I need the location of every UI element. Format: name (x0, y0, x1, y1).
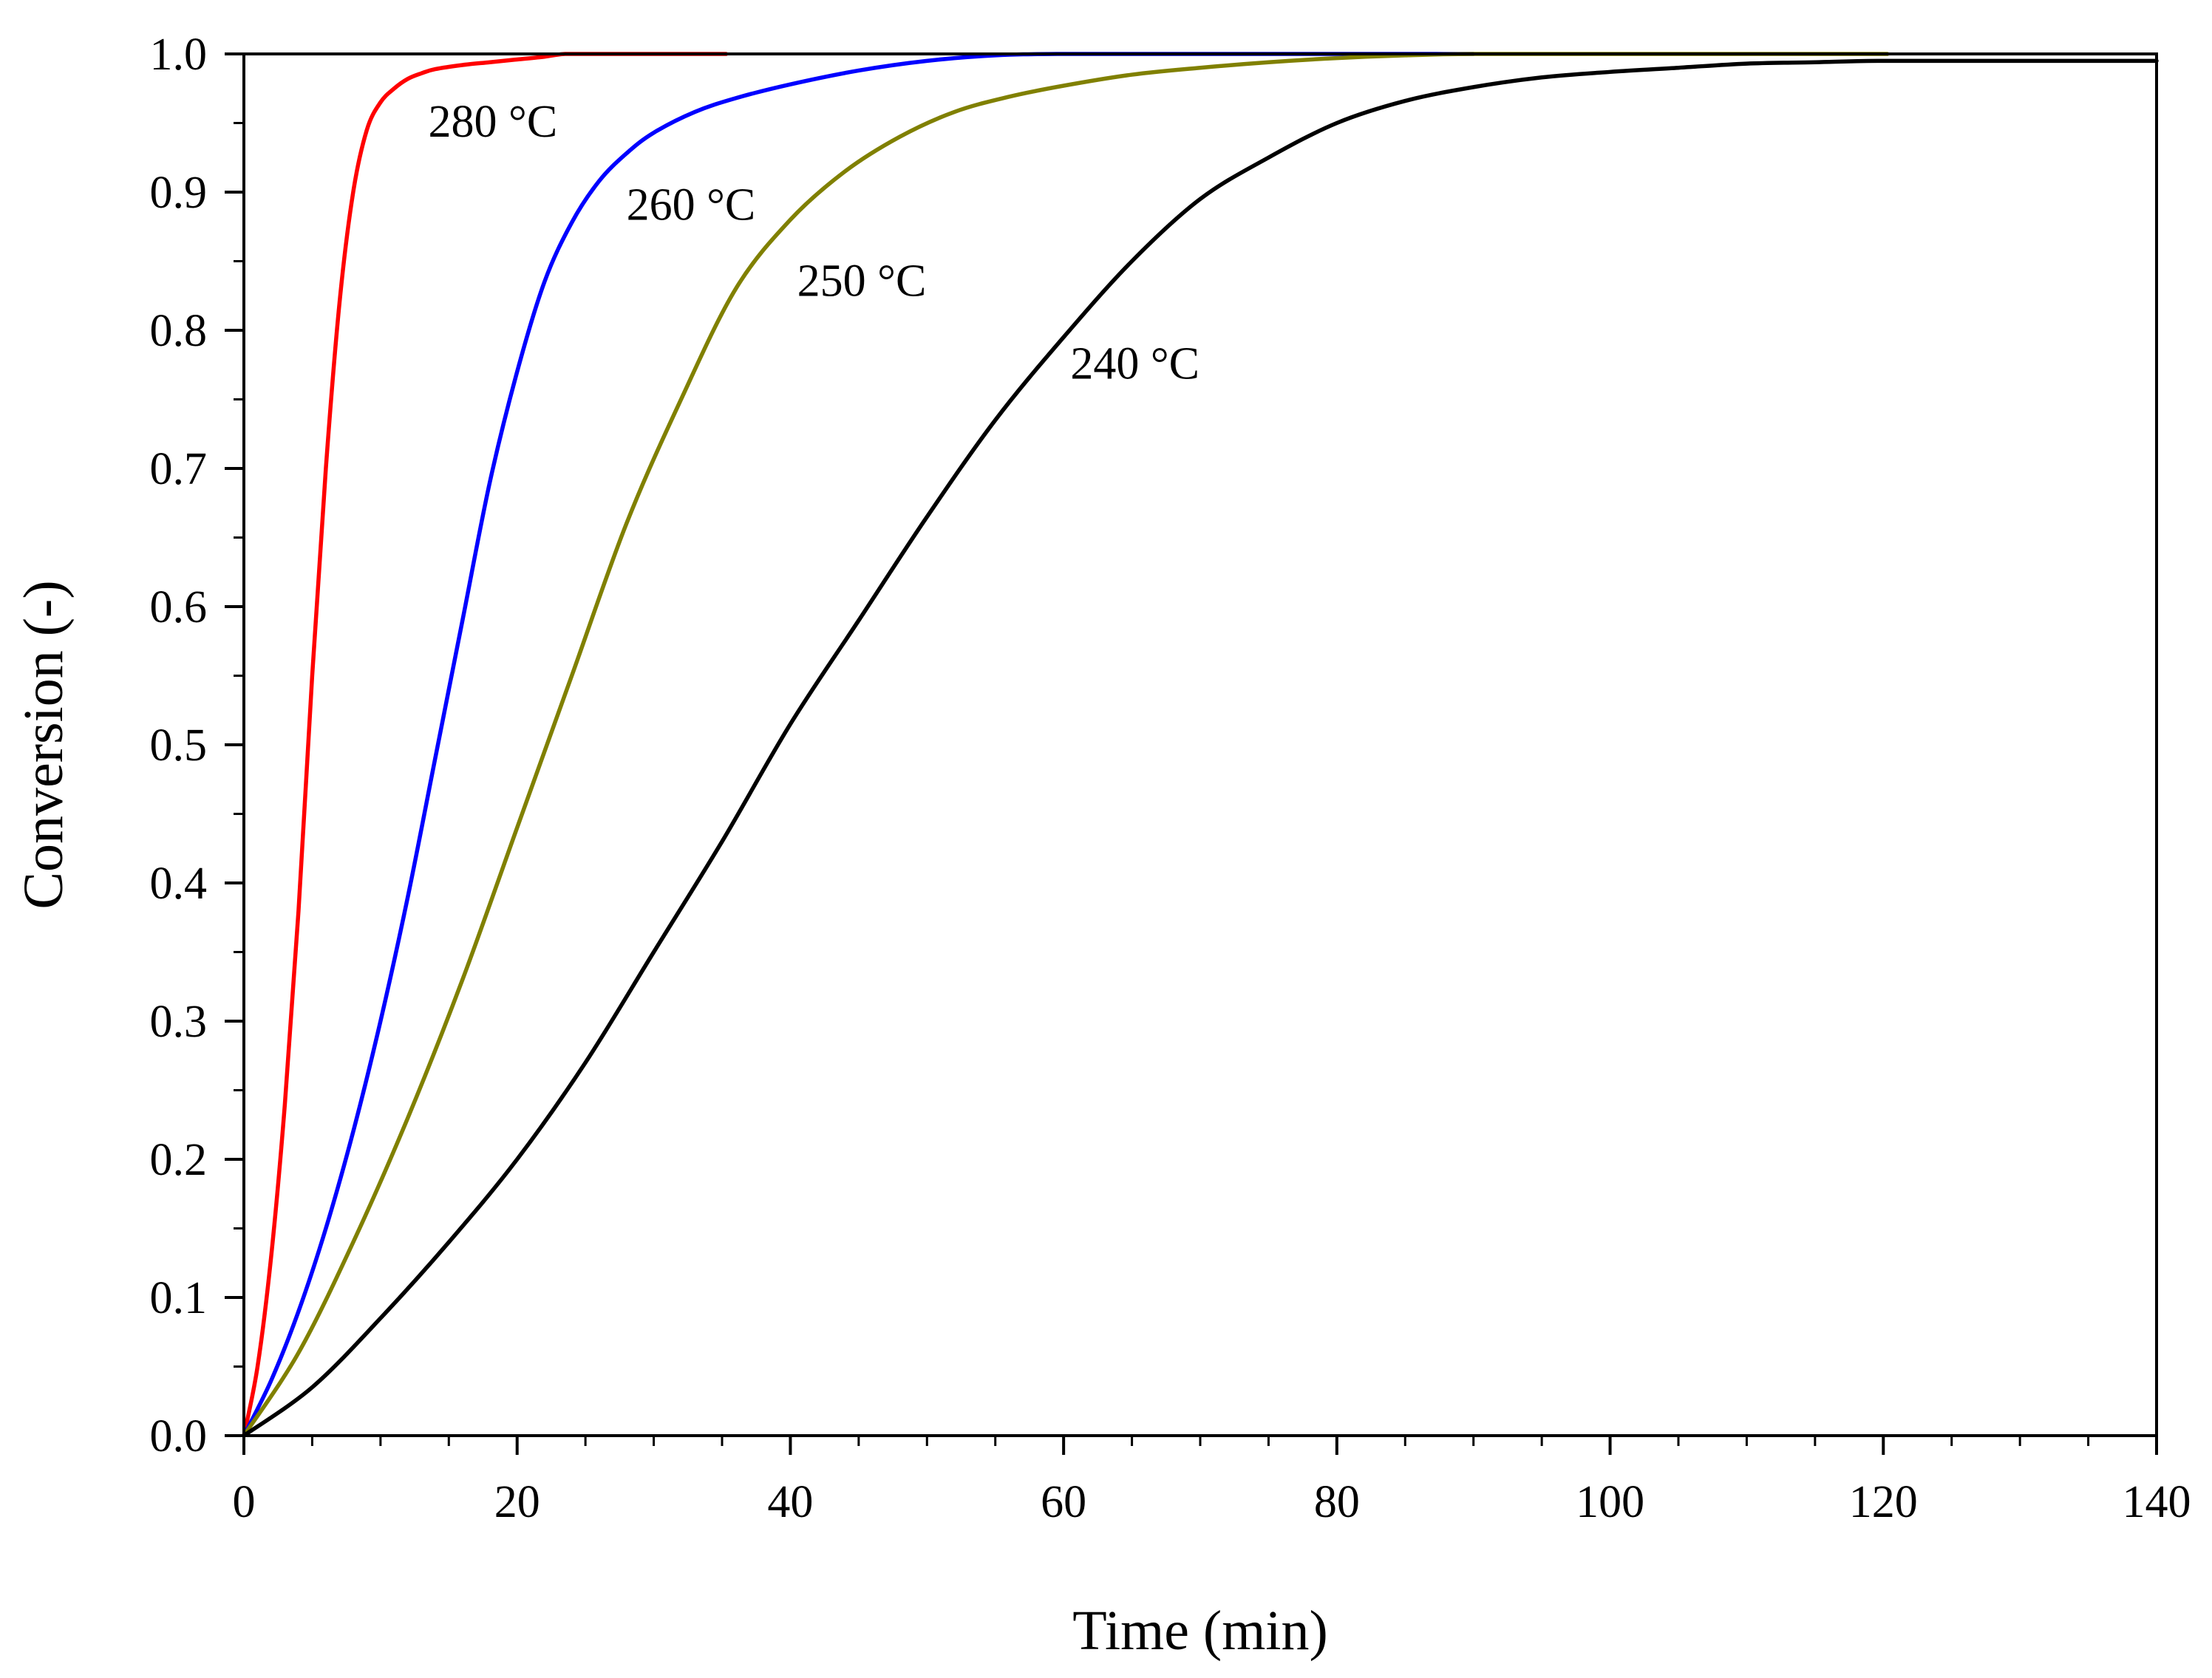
y-tick-label: 0.0 (150, 1411, 208, 1462)
x-axis-title: Time (min) (1072, 1600, 1328, 1662)
x-tick-label: 120 (1849, 1477, 1918, 1527)
axes-layer: 0 20 40 60 80 100 120 140 0.0 0.1 0.2 0.3 0.4 0.5 0.6 0… (150, 30, 2191, 1527)
y-tick-label: 0.7 (150, 444, 208, 494)
y-tick-label: 0.9 (150, 168, 208, 218)
series-label-250c: 250 °C (797, 256, 927, 306)
x-tick-label: 140 (2123, 1477, 2191, 1527)
y-tick-label: 1.0 (150, 30, 208, 80)
series-line-280c (242, 52, 729, 1438)
y-tick-label: 0.1 (150, 1273, 208, 1323)
x-tick-label: 100 (1576, 1477, 1644, 1527)
y-tick-label: 0.5 (150, 720, 208, 771)
y-tick-label: 0.4 (150, 859, 208, 909)
x-tick-label: 20 (494, 1477, 540, 1527)
y-tick-label: 0.2 (150, 1135, 208, 1185)
series-label-280c: 280 °C (429, 97, 558, 147)
x-tick-label: 40 (767, 1477, 813, 1527)
x-tick-label: 60 (1041, 1477, 1086, 1527)
x-tick-label: 80 (1314, 1477, 1360, 1527)
series-label-240c: 240 °C (1070, 338, 1199, 389)
label-layer: 280 °C 260 °C 250 °C 240 °C (429, 97, 1199, 389)
y-tick-label: 0.6 (150, 582, 208, 632)
series-label-260c: 260 °C (627, 180, 756, 230)
x-tick-label: 0 (233, 1477, 256, 1527)
y-axis-title: Conversion (-) (13, 580, 75, 909)
y-tick-label: 0.3 (150, 997, 208, 1047)
y-tick-label: 0.8 (150, 306, 208, 356)
series-line-240c (242, 58, 2159, 1438)
